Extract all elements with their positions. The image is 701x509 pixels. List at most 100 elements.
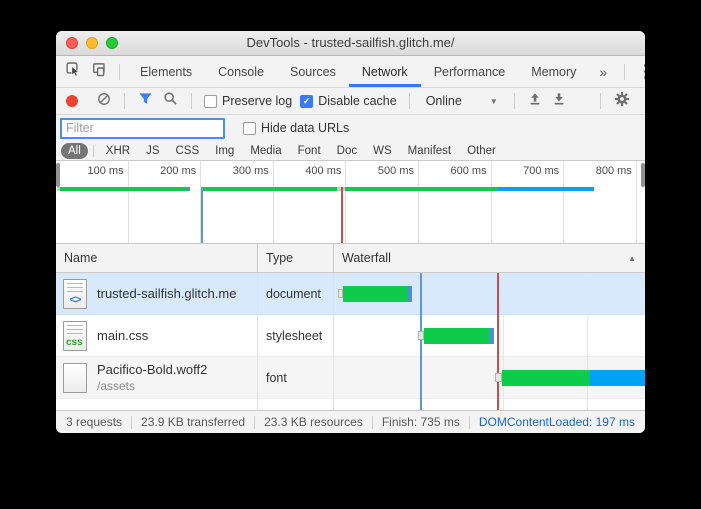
request-type: font — [266, 370, 287, 385]
waterfall-bar-segment — [418, 331, 424, 340]
type-filter-css[interactable]: CSS — [175, 144, 200, 157]
type-filter-js[interactable]: JS — [146, 144, 160, 157]
minimize-window-button[interactable] — [86, 37, 98, 49]
window-title: DevTools - trusted-sailfish.glitch.me/ — [246, 35, 455, 50]
type-filter-xhr[interactable]: XHR — [105, 144, 131, 157]
divider — [131, 415, 133, 429]
tab-sources[interactable]: Sources — [289, 64, 336, 79]
dcl-marker-line — [420, 273, 422, 410]
clear-network-log-button[interactable] — [97, 92, 111, 111]
gear-icon — [614, 91, 630, 112]
waterfall-grid-line — [503, 273, 504, 410]
close-window-button[interactable] — [66, 37, 78, 49]
devtools-window: DevTools - trusted-sailfish.glitch.me/ E… — [56, 31, 645, 433]
more-tabs-button[interactable]: » — [599, 63, 608, 80]
table-row[interactable]: <> trusted-sailfish.glitch.me document — [56, 273, 645, 315]
tab-performance[interactable]: Performance — [433, 64, 506, 79]
export-har-button[interactable] — [552, 92, 566, 111]
throttling-select[interactable]: Online ▼ — [426, 94, 498, 108]
table-row[interactable]: css main.css stylesheet — [56, 315, 645, 357]
table-row[interactable]: Pacifico-Bold.woff2/assets font — [56, 357, 645, 399]
overview-tick: 100 ms — [56, 161, 129, 243]
divider — [513, 93, 515, 109]
filter-input[interactable] — [60, 117, 225, 139]
throttling-value: Online — [425, 94, 462, 108]
device-toolbar-button[interactable] — [86, 56, 112, 87]
tab-console[interactable]: Console — [218, 64, 264, 79]
row-name-cell: css main.css — [56, 315, 257, 356]
row-waterfall-cell — [333, 357, 645, 398]
preserve-log-checkbox[interactable]: ✓ — [204, 94, 217, 108]
sort-ascending-icon: ▲ — [628, 254, 636, 263]
row-waterfall-cell — [333, 273, 645, 314]
divider — [92, 144, 94, 157]
row-type-cell: font — [257, 357, 333, 398]
type-filter-other[interactable]: Other — [467, 144, 496, 157]
load-marker-line — [341, 187, 343, 243]
devtools-tab-bar: Elements Console Sources Network Performance… — [56, 56, 645, 88]
waterfall-bar-segment — [590, 370, 645, 386]
status-item: Finish: 735 ms — [381, 415, 460, 429]
row-waterfall-cell — [333, 315, 645, 356]
inspect-element-button[interactable] — [60, 56, 86, 87]
type-filter-doc[interactable]: Doc — [336, 144, 358, 157]
record-network-log-button[interactable] — [66, 95, 78, 107]
overview-bar-segment — [60, 187, 187, 191]
overview-tick-label: 500 ms — [377, 165, 414, 177]
type-filter-img[interactable]: Img — [215, 144, 235, 157]
tab-network[interactable]: Network — [348, 56, 421, 87]
overview-tick: 700 ms — [492, 161, 565, 243]
hide-data-urls-control: ✓ Hide data URLs — [243, 121, 349, 135]
overview-tick-label: 700 ms — [523, 165, 560, 177]
column-header-name[interactable]: Name — [64, 251, 98, 265]
zoom-window-button[interactable] — [106, 37, 118, 49]
arrow-down-to-bar-icon — [552, 92, 566, 111]
overview-tick: 300 ms — [201, 161, 274, 243]
preserve-log-label: Preserve log — [222, 94, 293, 108]
waterfall-bar-segment — [343, 286, 408, 302]
type-filter-font[interactable]: Font — [297, 144, 321, 157]
divider — [624, 63, 626, 80]
waterfall-bar-segment — [495, 373, 502, 382]
request-name: trusted-sailfish.glitch.me — [97, 286, 237, 301]
column-header-waterfall[interactable]: Waterfall — [333, 244, 645, 272]
requests-table-header: Name Type Waterfall ▲ — [56, 244, 645, 273]
clear-icon — [97, 92, 111, 111]
type-filter-ws[interactable]: WS — [373, 144, 392, 157]
network-toolbar: ✓ Preserve log ✓ Disable cache Online ▼ — [56, 88, 645, 115]
tab-memory[interactable]: Memory — [531, 64, 577, 79]
overview-tick-label: 400 ms — [305, 165, 342, 177]
waterfall-grid-line — [587, 273, 588, 410]
row-type-cell: stylesheet — [257, 315, 333, 356]
overview-right-handle[interactable] — [641, 163, 645, 187]
settings-gear-button[interactable] — [614, 91, 630, 112]
waterfall-bar-segment — [408, 286, 412, 302]
overview-tick-label: 300 ms — [232, 165, 269, 177]
divider — [254, 415, 256, 429]
overview-left-handle[interactable] — [56, 163, 60, 187]
search-button[interactable] — [163, 91, 178, 111]
tab-elements[interactable]: Elements — [140, 64, 193, 79]
disable-cache-control: ✓ Disable cache — [300, 94, 397, 108]
disable-cache-checkbox[interactable]: ✓ — [300, 94, 314, 108]
main-menu-kebab-button[interactable] — [632, 56, 645, 87]
type-filter-all[interactable]: All — [61, 142, 88, 159]
divider — [408, 93, 410, 109]
type-filter-media[interactable]: Media — [250, 144, 282, 157]
overview-tick: 600 ms — [419, 161, 492, 243]
dcl-marker-line — [201, 187, 203, 243]
file-icon-lines — [67, 324, 83, 336]
network-overview-timeline[interactable]: 100 ms 200 ms 300 ms 400 ms 500 ms 600 ms 700 … — [56, 161, 645, 244]
overview-tick-label: 600 ms — [450, 165, 487, 177]
divider — [600, 93, 601, 109]
filter-toggle-button[interactable] — [138, 91, 153, 111]
type-filter-manifest[interactable]: Manifest — [407, 144, 452, 157]
import-har-button[interactable] — [528, 92, 542, 111]
overview-bar-segment — [57, 187, 60, 191]
row-type-cell: document — [257, 273, 333, 314]
column-header-type[interactable]: Type — [257, 244, 333, 272]
file-icon-glyph: css — [66, 336, 83, 348]
hide-data-urls-checkbox[interactable]: ✓ — [243, 121, 256, 135]
row-name-wrap: Pacifico-Bold.woff2/assets — [97, 362, 207, 393]
file-icon-lines — [67, 282, 83, 294]
